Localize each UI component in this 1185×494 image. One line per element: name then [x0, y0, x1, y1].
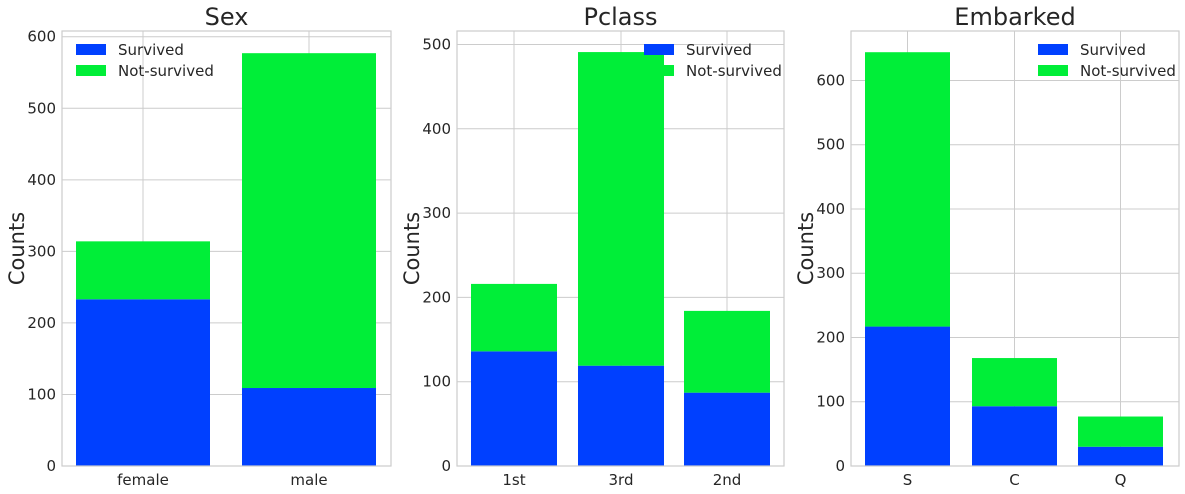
- y-tick-label: 500: [422, 35, 451, 53]
- subplot-embarked: 0 100 200 300 400 500 600 S C Q Embarked Counts Surv…: [794, 3, 1180, 489]
- y-axis-label: Counts: [400, 212, 424, 285]
- legend-swatch-survived: [76, 44, 106, 55]
- legend-swatch-not-survived: [644, 65, 674, 76]
- x-tick-label: 1st: [502, 471, 525, 489]
- bar-not-survived-2nd: [684, 310, 770, 393]
- y-tick-label: 200: [27, 314, 56, 332]
- y-tick-label: 400: [816, 200, 845, 218]
- bar-survived-3rd: [578, 365, 664, 466]
- bar-survived-2nd: [684, 392, 770, 466]
- y-tick-label: 300: [27, 242, 56, 260]
- x-tick-label: 3rd: [609, 471, 634, 489]
- bar-not-survived-male: [242, 53, 376, 389]
- subplot-pclass: 0 100 200 300 400 500 1st 3rd 2nd Pclass Counts Sur…: [400, 3, 785, 489]
- bar-survived-q: [1078, 446, 1163, 466]
- y-tick-label: 600: [27, 28, 56, 46]
- y-tick-label: 200: [816, 328, 845, 346]
- legend-label: Not-survived: [118, 62, 214, 80]
- x-tick-label: Q: [1115, 471, 1127, 489]
- chart-title: Embarked: [954, 3, 1075, 31]
- bar-survived-1st: [471, 351, 557, 466]
- y-tick-label: 0: [835, 457, 845, 475]
- bar-not-survived-1st: [471, 283, 557, 352]
- x-tick-label: female: [117, 471, 169, 489]
- y-tick-label: 100: [27, 385, 56, 403]
- y-tick-label: 0: [46, 457, 56, 475]
- y-axis-label: Counts: [5, 212, 29, 285]
- y-tick-label: 300: [816, 264, 845, 282]
- bar-survived-c: [972, 406, 1057, 466]
- x-tick-label: S: [903, 471, 913, 489]
- bar-not-survived-female: [76, 241, 210, 300]
- x-tick-label: C: [1009, 471, 1019, 489]
- legend-swatch-not-survived: [76, 65, 106, 76]
- bar-not-survived-3rd: [578, 52, 664, 366]
- y-tick-label: 100: [422, 373, 451, 391]
- chart-title: Sex: [205, 3, 249, 31]
- axes-frame: [456, 30, 785, 467]
- legend-label: Survived: [686, 41, 752, 59]
- legend-label: Survived: [118, 41, 184, 59]
- y-tick-label: 400: [422, 120, 451, 138]
- y-tick-label: 300: [422, 204, 451, 222]
- legend-swatch-survived: [1038, 44, 1068, 55]
- y-tick-label: 500: [27, 99, 56, 117]
- y-axis-label: Counts: [794, 212, 818, 285]
- y-tick-label: 100: [816, 393, 845, 411]
- y-tick-label: 200: [422, 288, 451, 306]
- bar-survived-female: [76, 299, 210, 466]
- subplot-sex: 0 100 200 300 400 500 600 female male Sex Counts Su…: [5, 3, 392, 489]
- bar-survived-s: [865, 326, 950, 466]
- legend-swatch-not-survived: [1038, 65, 1068, 76]
- y-tick-label: 500: [816, 136, 845, 154]
- legend-swatch-survived: [644, 44, 674, 55]
- legend-label: Not-survived: [686, 62, 782, 80]
- y-tick-label: 0: [441, 457, 451, 475]
- chart-title: Pclass: [583, 3, 657, 31]
- bar-survived-male: [242, 388, 376, 466]
- x-tick-label: male: [290, 471, 327, 489]
- y-tick-label: 600: [816, 71, 845, 89]
- legend-label: Not-survived: [1080, 62, 1176, 80]
- bar-not-survived-q: [1078, 416, 1163, 447]
- bar-not-survived-s: [865, 52, 950, 327]
- legend-label: Survived: [1080, 41, 1146, 59]
- axes-frame: [61, 30, 392, 467]
- y-tick-label: 400: [27, 171, 56, 189]
- axes-frame: [850, 30, 1180, 467]
- x-tick-label: 2nd: [713, 471, 742, 489]
- bar-not-survived-c: [972, 358, 1057, 407]
